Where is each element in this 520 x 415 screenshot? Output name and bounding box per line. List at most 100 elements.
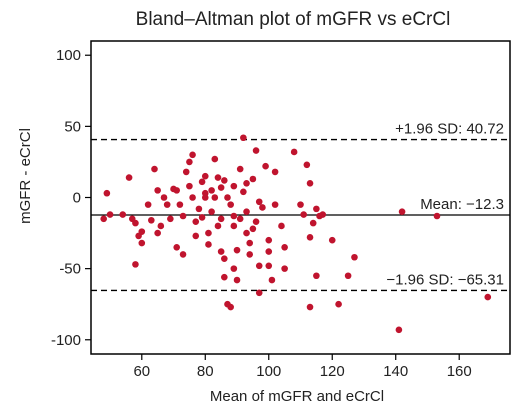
data-point — [240, 188, 247, 196]
data-point — [236, 165, 244, 173]
data-point — [103, 189, 111, 197]
data-point — [395, 326, 403, 334]
data-point — [255, 198, 263, 206]
data-point — [157, 222, 165, 230]
data-point — [335, 300, 342, 308]
y-tick-label: 100 — [56, 47, 81, 64]
data-point — [290, 148, 298, 156]
data-point — [100, 215, 107, 223]
x-tick-label: 140 — [383, 363, 408, 380]
data-point — [201, 189, 209, 197]
data-point — [179, 251, 187, 258]
data-point — [236, 215, 244, 223]
y-tick-label: -100 — [51, 332, 81, 349]
data-point — [243, 229, 250, 237]
data-point — [154, 187, 161, 194]
data-point — [214, 222, 222, 230]
data-point — [119, 211, 127, 218]
data-point — [252, 218, 260, 225]
data-point — [186, 158, 193, 166]
data-point — [211, 194, 219, 201]
data-point — [154, 229, 161, 237]
data-point — [265, 262, 273, 270]
data-point — [246, 239, 254, 247]
data-point — [217, 184, 225, 191]
data-point — [252, 147, 260, 154]
data-point — [173, 187, 181, 194]
data-point — [173, 243, 181, 251]
data-point — [309, 219, 317, 227]
data-point — [233, 246, 241, 254]
data-point — [306, 234, 314, 241]
y-axis-ticks: 100 50 0 -50 -100 — [51, 47, 91, 349]
data-point — [224, 194, 231, 201]
data-point — [281, 243, 288, 251]
data-point — [179, 212, 187, 220]
data-point — [205, 229, 212, 237]
data-point — [255, 289, 263, 297]
data-point — [186, 182, 193, 190]
y-tick-label: 50 — [64, 118, 81, 135]
data-point — [163, 201, 171, 208]
y-axis-label: mGFR - eCrCl — [17, 128, 34, 224]
data-point — [268, 276, 276, 284]
data-point — [313, 205, 320, 213]
data-point — [151, 165, 158, 173]
data-point — [398, 208, 406, 216]
data-point — [201, 172, 209, 180]
data-point — [300, 211, 307, 218]
data-point — [240, 134, 247, 142]
x-tick-label: 80 — [197, 363, 214, 380]
data-point — [217, 215, 225, 223]
data-point — [227, 201, 234, 208]
data-point — [138, 239, 146, 247]
data-point — [306, 303, 314, 311]
chart-title: Bland–Altman plot of mGFR vs eCrCl — [136, 9, 451, 30]
data-point — [230, 182, 238, 190]
data-point — [138, 228, 146, 235]
data-point — [484, 293, 492, 301]
data-point — [176, 201, 184, 208]
data-point — [160, 194, 168, 201]
data-point — [271, 168, 279, 176]
data-point — [198, 214, 206, 221]
data-point — [265, 248, 273, 255]
data-point — [227, 303, 234, 311]
data-point — [278, 222, 285, 230]
data-point — [249, 175, 257, 183]
data-point — [230, 222, 238, 230]
x-tick-label: 100 — [256, 363, 281, 380]
data-point — [167, 215, 174, 223]
data-point — [189, 194, 196, 201]
data-point — [144, 201, 152, 208]
data-point — [106, 211, 114, 218]
data-point — [182, 168, 190, 176]
data-point — [205, 241, 212, 248]
reference-line-label: Mean: −12.3 — [420, 196, 504, 213]
data-point — [265, 236, 273, 244]
data-point — [217, 248, 225, 255]
y-tick-label: -50 — [59, 261, 81, 278]
x-tick-label: 60 — [133, 363, 150, 380]
data-point — [195, 205, 203, 213]
data-point — [243, 179, 250, 187]
x-axis-ticks: 60 80 100 120 140 160 — [133, 354, 472, 380]
data-point — [306, 179, 314, 187]
data-point — [351, 253, 358, 261]
data-point — [189, 151, 196, 159]
data-point — [271, 201, 279, 208]
data-point — [221, 255, 228, 262]
data-point — [125, 174, 133, 181]
plot-frame — [90, 40, 511, 355]
reference-line-label: −1.96 SD: −65.31 — [386, 271, 504, 288]
data-point — [328, 236, 336, 244]
data-point — [233, 276, 241, 284]
data-point — [132, 261, 139, 268]
data-points — [100, 134, 492, 334]
data-point — [297, 201, 304, 208]
data-point — [259, 204, 266, 211]
data-point — [255, 262, 263, 270]
data-point — [281, 265, 288, 272]
reference-line-label: +1.96 SD: 40.72 — [395, 121, 504, 138]
